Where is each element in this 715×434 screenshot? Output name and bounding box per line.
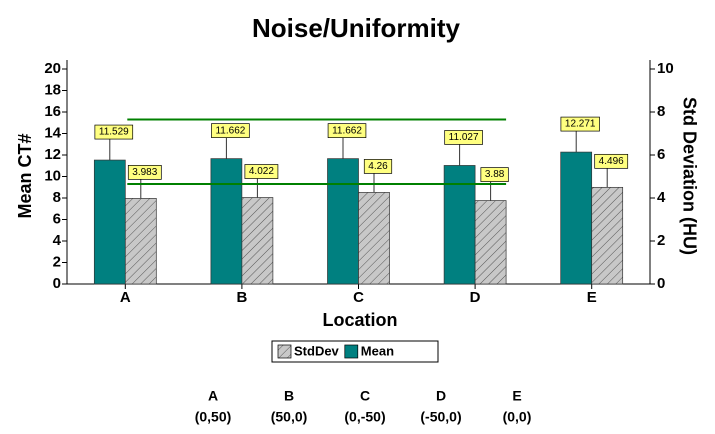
- location-name: E: [512, 388, 521, 404]
- value-label: 4.26: [368, 161, 388, 172]
- location-coords: (0,50): [195, 409, 232, 425]
- legend-label: StdDev: [294, 343, 340, 358]
- x-axis-label: Location: [323, 310, 398, 330]
- value-label: 11.662: [332, 125, 362, 136]
- y-tick-label: 14: [44, 124, 61, 141]
- value-label-box: [444, 130, 483, 145]
- legend-swatch: [344, 344, 359, 359]
- bar: [327, 158, 359, 285]
- y-tick-label: 16: [44, 103, 61, 120]
- y2-tick-label: 0: [657, 275, 665, 292]
- legend-swatch: [277, 344, 292, 359]
- value-label-box: [211, 123, 250, 138]
- value-label: 11.529: [99, 127, 129, 138]
- location-coords: (0,-50): [344, 409, 385, 425]
- y2-axis-label: Std Deviation (HU): [679, 97, 699, 255]
- y2-tick-label: 6: [657, 146, 665, 163]
- y-tick-label: 2: [53, 253, 61, 270]
- location-name: A: [208, 388, 218, 404]
- value-label-box: [560, 116, 600, 132]
- chart-title: Noise/Uniformity: [252, 13, 461, 43]
- value-label-box: [363, 159, 393, 174]
- value-label: 12.271: [565, 119, 596, 130]
- y-tick-label: 10: [44, 167, 61, 184]
- value-label-box: [480, 167, 509, 182]
- value-label-box: [244, 164, 279, 179]
- y-tick-label: 4: [53, 232, 62, 249]
- y2-tick-label: 8: [657, 103, 665, 120]
- x-tick-label: E: [587, 289, 597, 306]
- y2-tick-label: 4: [657, 189, 666, 206]
- bar: [93, 159, 126, 285]
- y-tick-label: 12: [44, 146, 61, 163]
- y-axis-label: Mean CT#: [15, 133, 35, 218]
- y-tick-label: 18: [44, 81, 61, 98]
- location-coords: (50,0): [271, 409, 308, 425]
- bar: [443, 165, 476, 285]
- bar: [358, 192, 390, 285]
- value-label: 11.027: [449, 132, 479, 143]
- bar: [591, 186, 624, 285]
- y-tick-label: 20: [44, 60, 61, 77]
- value-label: 4.496: [599, 156, 624, 167]
- y2-tick-label: 2: [657, 232, 665, 249]
- value-label-box: [327, 123, 367, 138]
- bar: [124, 198, 157, 285]
- bar: [560, 151, 593, 285]
- location-name: C: [360, 388, 370, 404]
- x-tick-label: B: [236, 289, 247, 306]
- x-tick-label: D: [470, 289, 481, 306]
- location-name: D: [436, 388, 446, 404]
- location-coords: (-50,0): [420, 409, 461, 425]
- value-label-box: [127, 165, 162, 180]
- y-tick-label: 6: [53, 210, 61, 227]
- value-label: 11.662: [215, 125, 245, 136]
- x-tick-label: C: [353, 289, 364, 306]
- value-label: 3.88: [485, 169, 505, 180]
- x-tick-label: A: [120, 289, 131, 306]
- location-name: B: [284, 388, 294, 404]
- location-coords: (0,0): [503, 409, 532, 425]
- y2-tick-label: 10: [657, 60, 674, 77]
- value-label: 3.983: [132, 167, 157, 178]
- y-tick-label: 0: [53, 275, 61, 292]
- y-tick-label: 8: [53, 189, 61, 206]
- value-label-box: [594, 153, 629, 169]
- bar: [241, 197, 274, 285]
- bar: [210, 158, 243, 285]
- value-label: 4.022: [249, 166, 274, 177]
- bar: [474, 200, 507, 285]
- value-label-box: [94, 124, 134, 140]
- legend-label: Mean: [361, 343, 394, 358]
